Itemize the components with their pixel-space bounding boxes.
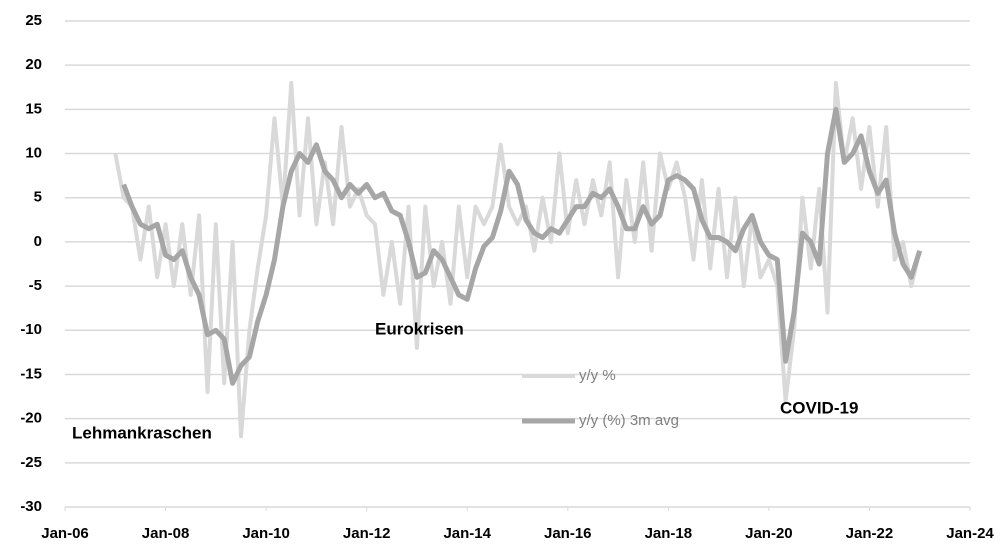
legend-label: y/y (%) 3m avg [579,412,679,429]
y-tick-label: 10 [25,145,42,162]
y-tick-label: -30 [20,498,42,515]
y-tick-label: -20 [20,410,42,427]
annotation: COVID-19 [780,398,858,417]
x-tick-label: Jan-08 [142,525,190,542]
x-tick-label: Jan-16 [544,525,592,542]
x-tick-label: Jan-22 [846,525,894,542]
y-tick-label: 20 [25,56,42,73]
annotation: Lehmankraschen [72,423,212,442]
x-tick-label: Jan-18 [645,525,693,542]
x-tick-label: Jan-20 [745,525,793,542]
y-tick-label: -15 [20,365,42,382]
x-tick-label: Jan-12 [343,525,391,542]
y-tick-label: 0 [34,233,42,250]
x-tick-label: Jan-10 [242,525,290,542]
legend-label: y/y % [579,367,616,384]
y-tick-label: -25 [20,454,42,471]
y-tick-label: -10 [20,321,42,338]
series-line [113,80,922,439]
series-line [121,106,923,386]
x-tick-label: Jan-24 [946,525,994,542]
annotation: Eurokrisen [375,319,464,338]
y-tick-label: 5 [34,189,42,206]
y-tick-label: -5 [29,277,42,294]
x-tick-label: Jan-14 [443,525,491,542]
x-tick-label: Jan-06 [41,525,89,542]
y-tick-label: 15 [25,100,42,117]
y-tick-label: 25 [25,12,42,29]
